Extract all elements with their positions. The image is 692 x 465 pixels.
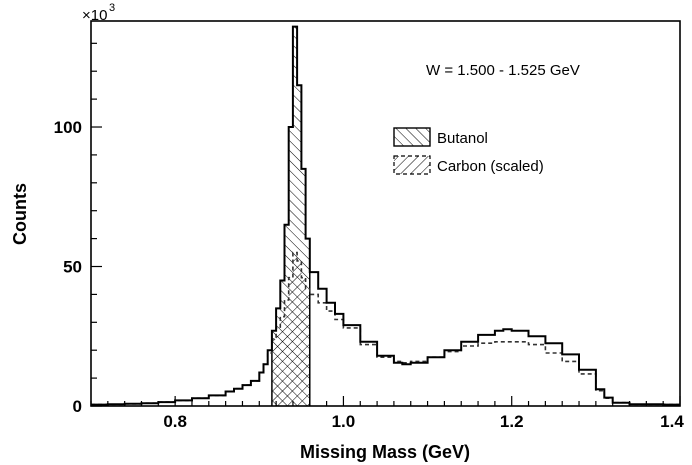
y-multiplier-base: ×10 (82, 7, 107, 24)
y-tick-label: 0 (73, 397, 82, 416)
x-tick-label: 1.0 (332, 412, 356, 431)
series-carbon-scaled (91, 251, 680, 406)
legend-label-butanol: Butanol (437, 130, 488, 147)
y-tick-label: 50 (63, 258, 82, 277)
x-axis-label: Missing Mass (GeV) (300, 442, 470, 462)
legend-swatch-carbon (393, 155, 431, 175)
x-tick-label: 1.4 (660, 412, 684, 431)
legend-item-butanol: Butanol (393, 127, 488, 147)
plot-frame (90, 20, 681, 407)
legend-label-carbon: Carbon (scaled) (437, 158, 544, 175)
x-axis-ticks: 0.8 1.0 1.2 1.4 (90, 396, 684, 431)
x-tick-label: 0.8 (163, 412, 187, 431)
legend-item-carbon: Carbon (scaled) (393, 155, 544, 175)
legend: Butanol Carbon (scaled) (393, 127, 544, 175)
y-multiplier-exponent: 3 (109, 2, 115, 14)
w-range-annotation: W = 1.500 - 1.525 GeV (426, 62, 580, 79)
y-multiplier: ×10 3 (82, 2, 115, 24)
y-tick-label: 100 (54, 118, 82, 137)
hatched-region (271, 26, 311, 406)
y-axis-ticks: 0 50 100 (54, 42, 102, 416)
legend-swatch-butanol (393, 127, 431, 147)
series-butanol (91, 25, 680, 406)
carbon-hatch-fill (271, 252, 310, 406)
x-tick-label: 1.2 (500, 412, 524, 431)
y-axis-label: Counts (10, 183, 30, 245)
